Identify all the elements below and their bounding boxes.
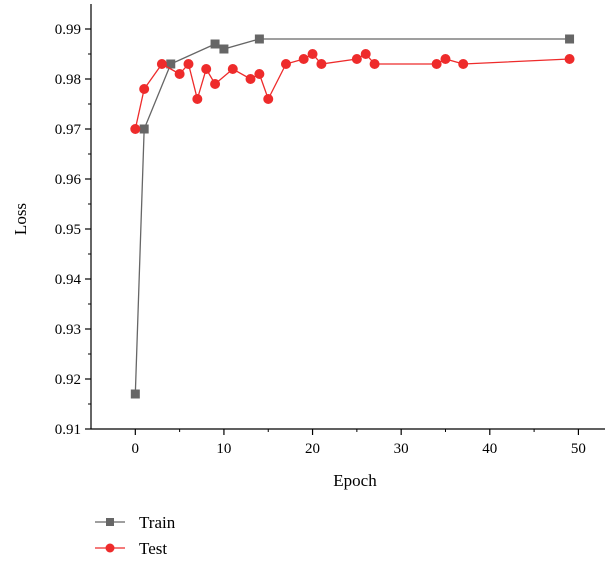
data-point xyxy=(254,69,265,79)
x-tick-label: 0 xyxy=(132,441,140,457)
data-point xyxy=(565,34,575,44)
ticks: 0 10 20 30 40 50 0.91 0.92 0.93 0.94 0.95 0.96 0.97 0… xyxy=(55,22,586,457)
legend: Train Test xyxy=(95,513,176,558)
series-line-test xyxy=(134,53,570,130)
data-point xyxy=(298,54,309,64)
data-point xyxy=(130,389,140,399)
axes xyxy=(90,4,605,430)
x-tick-label: 50 xyxy=(571,441,586,457)
series-test xyxy=(130,49,575,134)
y-tick-label: 0.98 xyxy=(55,72,81,88)
data-point xyxy=(210,79,221,89)
legend-item-train: Train xyxy=(95,513,176,532)
legend-label: Test xyxy=(139,539,167,558)
data-point xyxy=(564,54,575,64)
y-tick-label: 0.94 xyxy=(55,272,82,288)
legend-marker xyxy=(106,518,114,526)
data-point xyxy=(174,69,185,79)
data-point xyxy=(280,59,291,69)
data-point xyxy=(192,94,203,104)
data-point xyxy=(210,39,220,49)
x-tick-label: 20 xyxy=(305,441,320,457)
data-point xyxy=(227,64,238,74)
data-point xyxy=(156,59,167,69)
legend-item-test: Test xyxy=(95,539,167,558)
y-tick-label: 0.97 xyxy=(55,122,82,138)
y-axis-title: Loss xyxy=(11,203,30,235)
x-tick-label: 10 xyxy=(216,441,231,457)
x-tick-label: 40 xyxy=(482,441,497,457)
data-point xyxy=(458,59,469,69)
data-point xyxy=(139,124,149,134)
x-tick-label: 30 xyxy=(394,441,409,457)
data-point xyxy=(431,59,442,69)
series-line-train xyxy=(134,38,570,395)
data-point xyxy=(219,44,229,54)
x-axis-title: Epoch xyxy=(333,471,377,490)
data-point xyxy=(166,59,176,69)
y-tick-label: 0.93 xyxy=(55,322,81,338)
y-tick-label: 0.96 xyxy=(55,172,82,188)
data-point xyxy=(183,59,194,69)
legend-label: Train xyxy=(139,513,176,532)
data-point xyxy=(360,49,371,59)
data-point xyxy=(316,59,327,69)
data-point xyxy=(130,124,141,134)
data-point xyxy=(369,59,380,69)
data-point xyxy=(307,49,318,59)
series xyxy=(130,34,575,399)
y-tick-label: 0.95 xyxy=(55,222,81,238)
y-tick-label: 0.92 xyxy=(55,372,81,388)
data-point xyxy=(139,84,150,94)
data-point xyxy=(351,54,362,64)
data-point xyxy=(254,34,264,44)
data-point xyxy=(245,74,256,84)
y-tick-label: 0.99 xyxy=(55,22,81,38)
series-train xyxy=(130,34,575,399)
legend-marker xyxy=(105,543,115,553)
y-tick-label: 0.91 xyxy=(55,422,81,438)
data-point xyxy=(201,64,212,74)
data-point xyxy=(263,94,274,104)
data-point xyxy=(440,54,451,64)
